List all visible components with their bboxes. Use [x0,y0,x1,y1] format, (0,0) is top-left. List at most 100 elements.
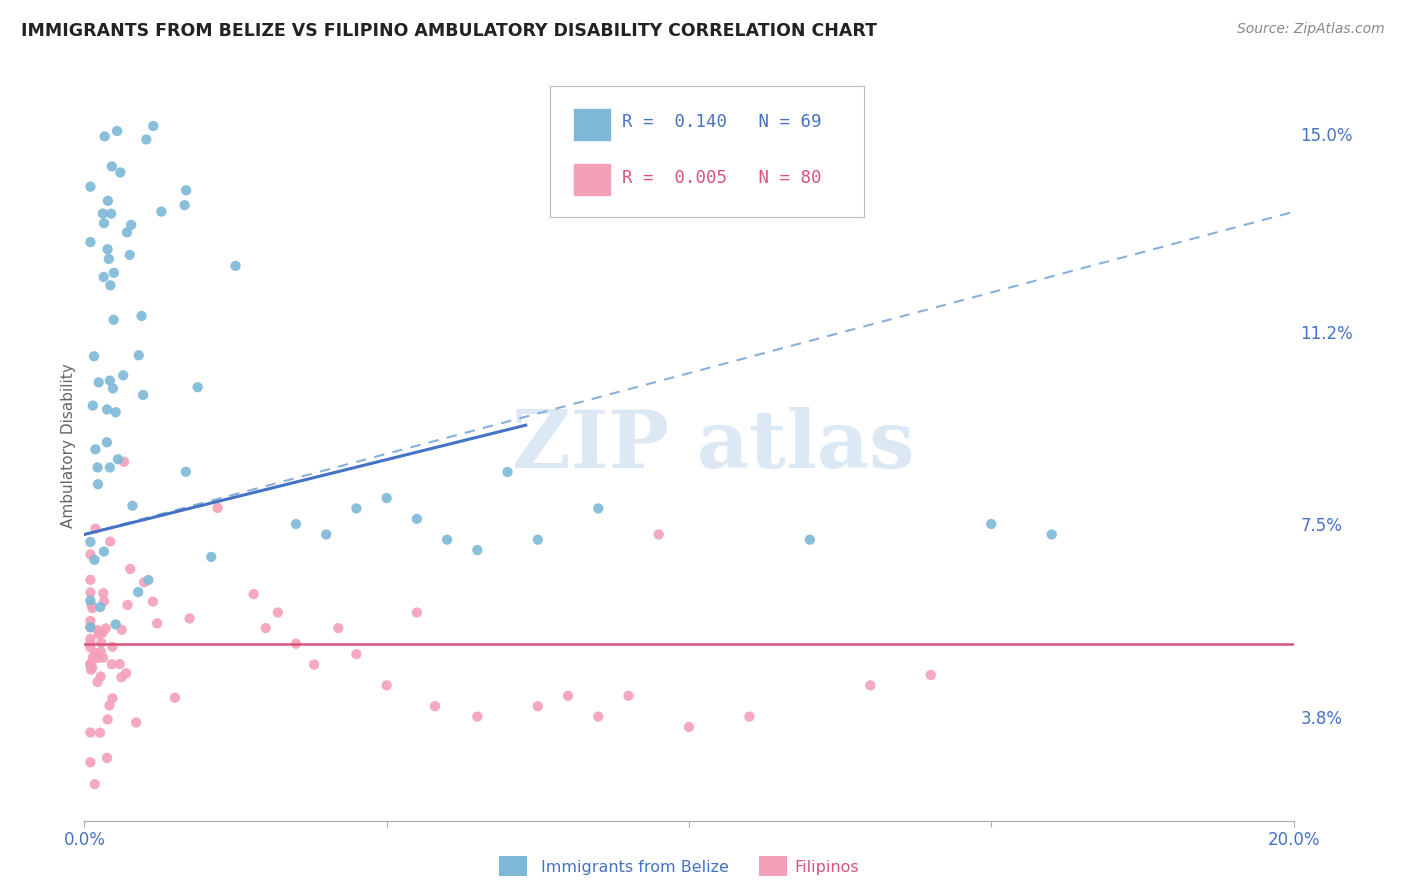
Point [104,405,127,419]
Point [1040,527,1063,541]
Point [859,678,882,692]
Point [79,620,101,634]
Bar [574,109,610,140]
Point [96,435,118,450]
Point [163,690,186,705]
Point [267,606,290,620]
Point [738,709,761,723]
Point [79,535,101,549]
Point [79,593,101,607]
Text: R =  0.005   N = 80: R = 0.005 N = 80 [623,169,823,186]
Point [98,698,121,713]
Point [103,266,125,280]
Point [108,657,131,671]
Point [648,527,671,541]
Point [79,614,101,628]
Point [328,621,350,635]
Point [127,585,149,599]
Point [135,132,157,146]
Point [588,709,610,723]
Point [98,374,121,388]
FancyBboxPatch shape [550,87,865,218]
Point [98,534,121,549]
Point [91,625,114,640]
Point [91,586,114,600]
Point [678,720,700,734]
Point [82,650,104,665]
Point [83,349,105,363]
Point [467,709,489,723]
Point [84,522,107,536]
Point [79,585,101,599]
Point [346,501,368,516]
Point [118,248,141,262]
Point [89,599,111,614]
Point [174,465,197,479]
Point [79,657,101,671]
Point [100,207,122,221]
Point [557,689,579,703]
Point [97,242,120,256]
Point [375,491,398,505]
Point [467,543,489,558]
Point [346,647,368,661]
Point [80,663,103,677]
Point [96,402,118,417]
Point [82,661,104,675]
Point [105,124,128,138]
Point [150,204,173,219]
Point [97,194,120,208]
Point [110,670,132,684]
Text: ZIP atlas: ZIP atlas [512,407,914,485]
Point [107,452,129,467]
Point [91,206,114,220]
Point [86,624,108,638]
Point [131,309,153,323]
Point [79,756,101,770]
Point [406,606,429,620]
Text: Filipinos: Filipinos [794,860,859,874]
Point [90,645,112,659]
Point [79,725,101,739]
Point [93,544,115,558]
Point [101,160,124,174]
Point [87,627,110,641]
Point [142,594,165,608]
Point [799,533,821,547]
Point [179,611,201,625]
Point [79,640,101,655]
Point [79,636,101,650]
Point [79,179,101,194]
Point [315,527,337,541]
Point [142,119,165,133]
Point [920,668,942,682]
Point [146,616,169,631]
Point [187,380,209,394]
Text: R =  0.140   N = 69: R = 0.140 N = 69 [623,113,823,131]
Point [527,699,550,714]
Point [588,501,610,516]
Point [79,573,101,587]
Point [112,368,135,383]
Point [93,129,115,144]
Point [110,165,132,179]
Point [406,512,429,526]
Point [101,381,124,395]
Point [79,657,101,672]
Point [174,183,197,197]
Point [97,713,120,727]
Point [83,553,105,567]
Point [128,348,150,362]
Point [79,548,101,562]
Point [980,517,1002,532]
Point [200,549,222,564]
Point [104,617,127,632]
Point [423,699,446,714]
Point [87,376,110,390]
Point [86,651,108,665]
Point [132,388,155,402]
Point [302,657,325,672]
Point [138,573,160,587]
Point [132,575,155,590]
Point [79,620,101,634]
